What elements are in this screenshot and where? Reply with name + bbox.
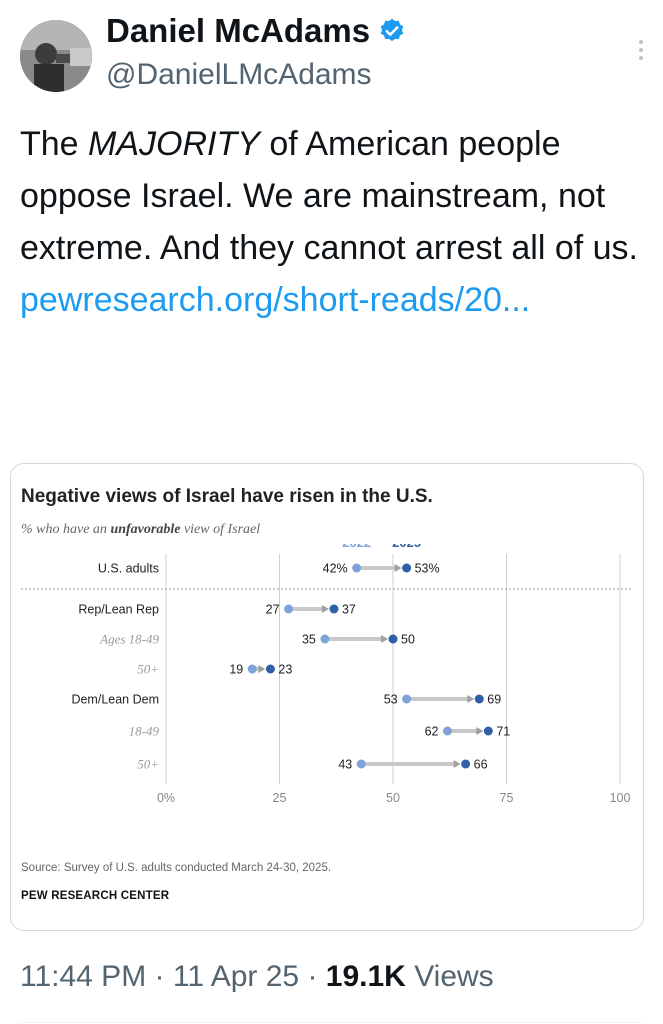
chart-card[interactable]: Negative views of Israel have risen in t… bbox=[10, 463, 644, 931]
pew-logo-text: PEW RESEARCH CENTER bbox=[21, 890, 170, 902]
row-label: 18-49 bbox=[129, 724, 160, 739]
display-name[interactable]: Daniel McAdams bbox=[106, 12, 371, 49]
tweet-time[interactable]: 11:44 PM bbox=[20, 960, 147, 993]
change-arrow bbox=[453, 760, 461, 768]
row-label: 50+ bbox=[137, 662, 159, 677]
value-label-2025: 53% bbox=[415, 562, 440, 576]
value-label-2022: 53 bbox=[384, 693, 398, 707]
x-tick-label: 75 bbox=[500, 791, 514, 805]
verified-badge-icon bbox=[380, 18, 404, 42]
tweet-meta: 11:44 PM · 11 Apr 25 · 19.1K Views bbox=[20, 960, 494, 994]
tweet-text: The MAJORITY of American people oppose I… bbox=[20, 118, 640, 326]
change-arrow bbox=[258, 665, 266, 673]
value-label-2025: 50 bbox=[401, 633, 415, 647]
value-label-2022: 42% bbox=[323, 562, 348, 576]
value-label-2022: 62 bbox=[425, 725, 439, 739]
dot-2022 bbox=[402, 694, 412, 704]
dot-2025 bbox=[461, 759, 471, 769]
user-handle[interactable]: @DanielLMcAdams bbox=[106, 58, 372, 91]
tweet-date[interactable]: 11 Apr 25 bbox=[172, 960, 300, 993]
chart-title: Negative views of Israel have risen in t… bbox=[21, 486, 433, 507]
x-tick-label: 100 bbox=[610, 791, 631, 805]
change-arrow bbox=[321, 605, 329, 613]
value-label-2022: 35 bbox=[302, 633, 316, 647]
legend-2025: 2025 bbox=[392, 544, 421, 550]
more-options-icon[interactable] bbox=[639, 36, 645, 64]
x-tick-label: 25 bbox=[273, 791, 287, 805]
change-arrow bbox=[476, 727, 484, 735]
legend-2022: 2022 bbox=[342, 544, 371, 550]
dot-2025 bbox=[402, 563, 412, 573]
row-label: Rep/Lean Rep bbox=[78, 603, 159, 617]
dot-2022 bbox=[320, 634, 330, 644]
meta-separator: · bbox=[154, 960, 165, 993]
chart-source: Source: Survey of U.S. adults conducted … bbox=[21, 862, 332, 874]
value-label-2022: 43 bbox=[338, 758, 352, 772]
row-label: U.S. adults bbox=[98, 562, 159, 576]
dot-2025 bbox=[329, 604, 339, 614]
value-label-2025: 66 bbox=[474, 758, 488, 772]
value-label-2022: 27 bbox=[266, 603, 280, 617]
tweet-text-start: The bbox=[20, 125, 89, 163]
x-tick-label: 50 bbox=[386, 791, 400, 805]
change-arrow bbox=[381, 635, 388, 643]
tweet-text-emphasis: MAJORITY bbox=[88, 125, 260, 163]
avatar[interactable] bbox=[20, 20, 92, 92]
dot-arrow-chart: 0% 25 50 75 100 2022 2025 U.S. adults 42% 53% Rep/… bbox=[21, 544, 633, 805]
views-label: Views bbox=[414, 960, 494, 993]
dot-2025 bbox=[265, 664, 275, 674]
tweet-text-rest: of American people oppose Israel. We are… bbox=[20, 125, 638, 267]
subtitle-pre: % who have an bbox=[21, 522, 111, 537]
dot-2022 bbox=[352, 563, 362, 573]
dot-2022 bbox=[247, 664, 257, 674]
change-arrow bbox=[467, 695, 475, 703]
divider bbox=[20, 1022, 643, 1023]
tweet-link[interactable]: pewresearch.org/short-reads/20... bbox=[20, 281, 531, 319]
row-label: Dem/Lean Dem bbox=[71, 693, 159, 707]
subtitle-post: view of Israel bbox=[180, 522, 261, 537]
value-label-2022: 19 bbox=[229, 663, 243, 677]
dot-2022 bbox=[356, 759, 366, 769]
views-count: 19.1K bbox=[325, 960, 406, 993]
meta-separator: · bbox=[307, 960, 318, 993]
display-name-row[interactable]: Daniel McAdams bbox=[106, 12, 406, 50]
value-label-2025: 23 bbox=[278, 663, 292, 677]
subtitle-bold: unfavorable bbox=[110, 522, 181, 537]
dot-2022 bbox=[442, 726, 452, 736]
row-label: 50+ bbox=[137, 757, 159, 772]
x-tick-label: 0% bbox=[157, 791, 175, 805]
value-label-2025: 69 bbox=[487, 693, 501, 707]
dot-2022 bbox=[284, 604, 294, 614]
value-label-2025: 71 bbox=[496, 725, 510, 739]
dot-2025 bbox=[474, 694, 484, 704]
avatar-image bbox=[20, 20, 92, 92]
dot-2025 bbox=[388, 634, 398, 644]
value-label-2025: 37 bbox=[342, 603, 356, 617]
chart-subtitle: % who have an unfavorable view of Israel bbox=[21, 522, 260, 538]
row-label: Ages 18-49 bbox=[99, 632, 159, 647]
change-arrow bbox=[394, 564, 402, 572]
dot-2025 bbox=[483, 726, 493, 736]
